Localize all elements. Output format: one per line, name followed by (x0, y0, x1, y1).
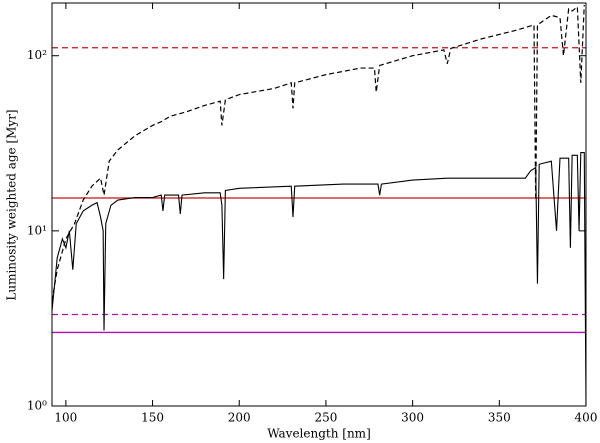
x-tick-label: 250 (314, 411, 337, 425)
x-tick-label: 350 (488, 411, 511, 425)
plot-frame (51, 2, 587, 407)
y-tick-label: 10¹ (27, 223, 47, 237)
y-tick-label: 10⁰ (27, 399, 47, 413)
x-axis-label: Wavelength [nm] (267, 427, 371, 441)
x-tick-label: 100 (54, 411, 77, 425)
y-axis-label: Luminosity weighted age [Myr] (5, 109, 19, 300)
data-line (52, 4, 585, 301)
data-line (52, 152, 586, 406)
x-tick-label: 400 (575, 411, 598, 425)
y-tick-label: 10² (27, 48, 47, 62)
x-tick-label: 300 (401, 411, 424, 425)
x-tick-label: 200 (228, 411, 251, 425)
x-tick-label: 150 (141, 411, 164, 425)
